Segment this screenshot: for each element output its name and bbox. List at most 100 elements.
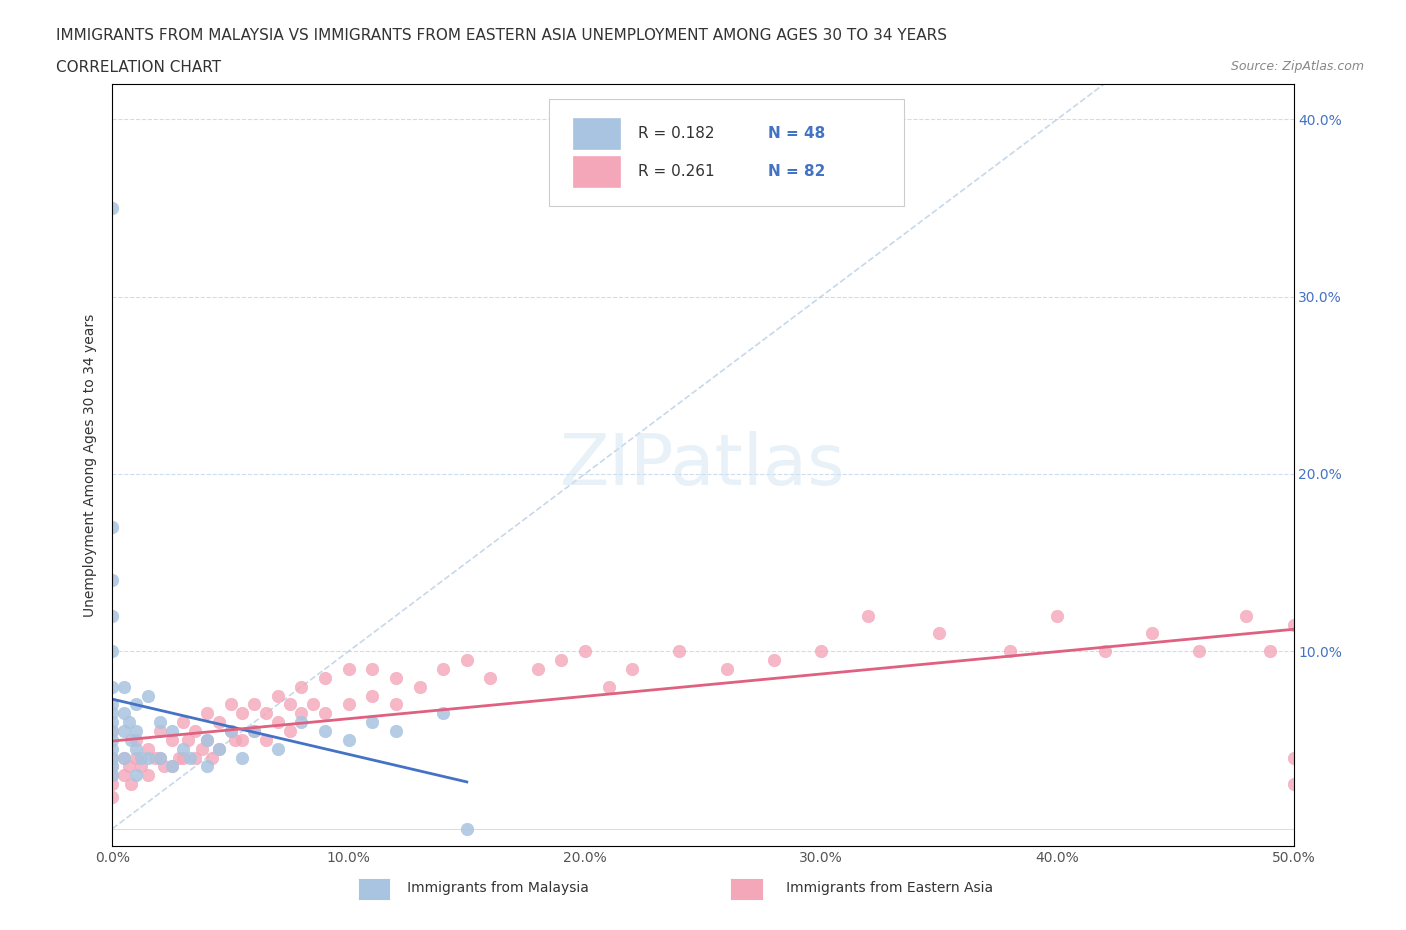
Point [432,661,454,676]
Point [267,741,290,756]
Point [337,661,360,676]
Point [385,671,408,685]
Point [101,706,124,721]
Point [290,715,312,730]
Point [231,751,253,765]
Point [101,715,124,730]
Point [231,706,253,721]
Text: Immigrants from Malaysia: Immigrants from Malaysia [394,881,589,896]
Point [177,733,200,748]
Point [1258,644,1281,658]
Point [668,644,690,658]
Point [118,759,141,774]
Point [172,741,194,756]
Point [762,653,785,668]
Point [219,697,242,711]
Point [1282,777,1305,791]
Point [1094,644,1116,658]
Text: CORRELATION CHART: CORRELATION CHART [56,60,221,75]
Point [290,679,312,694]
Point [201,751,224,765]
Point [385,724,408,738]
Point [219,724,242,738]
Point [101,768,124,783]
Point [160,733,183,748]
Point [101,644,124,658]
Point [149,751,172,765]
Point [143,751,166,765]
Point [101,733,124,748]
Point [101,608,124,623]
Point [479,671,502,685]
Point [160,724,183,738]
Point [208,741,231,756]
Point [208,715,231,730]
Point [598,679,620,694]
Point [136,688,159,703]
Point [385,697,408,711]
Point [195,759,218,774]
Point [267,688,290,703]
Point [195,706,218,721]
Point [526,661,548,676]
Point [1188,644,1211,658]
Point [136,751,159,765]
Point [101,520,124,535]
Point [243,697,266,711]
Point [101,777,124,791]
Point [160,759,183,774]
Point [337,733,360,748]
Point [184,724,207,738]
Point [125,768,148,783]
Text: Source: ZipAtlas.com: Source: ZipAtlas.com [1230,60,1364,73]
Point [1234,608,1257,623]
Point [125,741,148,756]
Point [101,741,124,756]
Bar [574,156,620,187]
Point [716,661,738,676]
Point [149,751,172,765]
Point [231,733,253,748]
Point [112,751,135,765]
Point [120,733,142,748]
Point [219,724,242,738]
Point [101,679,124,694]
Point [314,724,336,738]
Point [112,706,135,721]
Point [361,715,384,730]
Bar [574,118,620,149]
Point [314,706,336,721]
Point [1046,608,1069,623]
Point [118,715,141,730]
Point [101,759,124,774]
Point [1140,626,1163,641]
Point [314,671,336,685]
Point [101,724,124,738]
Point [125,697,148,711]
Point [129,759,152,774]
Point [191,741,214,756]
Point [112,768,135,783]
Point [361,688,384,703]
Text: N = 82: N = 82 [768,164,825,179]
Point [998,644,1021,658]
Point [243,724,266,738]
Point [153,759,176,774]
Point [810,644,832,658]
Point [208,741,231,756]
Point [574,644,596,658]
Point [136,741,159,756]
Point [278,724,301,738]
Point [136,768,159,783]
Point [172,715,194,730]
Point [125,751,148,765]
Point [172,751,194,765]
Point [254,706,277,721]
Point [858,608,880,623]
Point [101,200,124,215]
Text: R = 0.261: R = 0.261 [638,164,714,179]
Point [184,751,207,765]
Point [149,724,172,738]
Point [195,733,218,748]
Point [621,661,644,676]
